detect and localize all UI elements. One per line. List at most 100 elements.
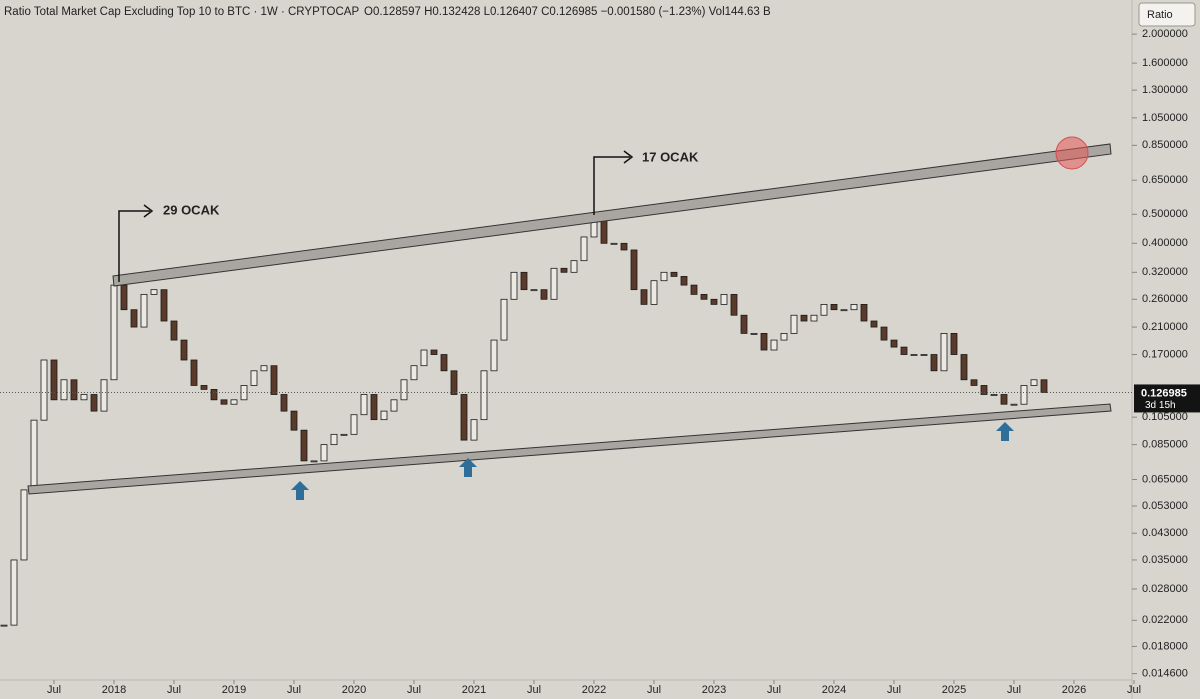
candle (980, 385, 988, 395)
candle (10, 559, 18, 626)
candle (680, 276, 688, 286)
candle (270, 365, 278, 395)
candle (190, 359, 198, 386)
candle (350, 414, 358, 435)
y-tick-label: 0.022000 (1142, 614, 1188, 626)
candle (620, 242, 628, 251)
candle (330, 433, 338, 446)
x-tick-label: Jul (167, 684, 181, 696)
candle (970, 379, 978, 386)
candle (300, 429, 308, 462)
candle (260, 365, 268, 372)
y-tick-label: 0.320000 (1142, 266, 1188, 278)
x-tick-label: 2024 (822, 684, 846, 696)
candle (70, 379, 78, 401)
candle (860, 303, 868, 322)
annotation-arrowhead (143, 204, 154, 218)
upper-channel (112, 143, 1112, 287)
chart-title: Ratio Total Market Cap Excluding Top 10 … (4, 6, 359, 18)
up-arrow (459, 458, 477, 477)
x-tick-label: Jul (647, 684, 661, 696)
y-tick-label: 0.400000 (1142, 237, 1188, 249)
candle (690, 284, 698, 295)
candle (870, 320, 878, 328)
candle (550, 267, 558, 300)
candle (660, 271, 668, 282)
candle (610, 242, 618, 245)
candle (140, 293, 148, 328)
candle (540, 289, 548, 300)
y-tick-label: 1.050000 (1142, 112, 1188, 124)
x-tick-label: 2025 (942, 684, 966, 696)
candle (160, 289, 168, 322)
candle (930, 354, 938, 372)
candle (570, 260, 578, 273)
candle (360, 394, 368, 416)
candle (290, 410, 298, 431)
candle (880, 326, 888, 341)
candle (210, 388, 218, 401)
candle (60, 379, 68, 401)
annotation-bracket (593, 156, 630, 215)
y-tick-label: 0.085000 (1142, 439, 1188, 451)
candle (30, 419, 38, 491)
candle (390, 399, 398, 412)
candle (1020, 385, 1028, 405)
candle (340, 433, 348, 436)
candle (990, 394, 998, 396)
candle (250, 370, 258, 386)
candle (1000, 394, 1008, 405)
y-tick-label: 0.043000 (1142, 527, 1188, 539)
candle (710, 298, 718, 305)
candle (170, 320, 178, 341)
up-arrow (996, 422, 1014, 441)
lower-channel (27, 403, 1112, 495)
candle (890, 339, 898, 348)
annotation: 29 OCAK (163, 202, 220, 217)
candle (560, 267, 568, 273)
candle (1040, 379, 1048, 393)
x-tick-label: 2023 (702, 684, 726, 696)
candle (430, 349, 438, 355)
scale-button-label[interactable]: Ratio (1147, 9, 1173, 21)
candle (770, 339, 778, 351)
candle (750, 333, 758, 335)
candle (80, 394, 88, 401)
scale-button[interactable] (1138, 2, 1196, 27)
candle (720, 293, 728, 305)
candle (830, 303, 838, 311)
y-tick-label: 0.260000 (1142, 293, 1188, 305)
y-tick-label: 2.000000 (1142, 28, 1188, 40)
candle (950, 333, 958, 355)
candle (180, 339, 188, 361)
candle (650, 280, 658, 305)
candle (400, 379, 408, 401)
candle (130, 309, 138, 328)
last-price-box (1134, 384, 1200, 413)
candle (900, 346, 908, 355)
candle (380, 410, 388, 421)
candle (840, 309, 848, 312)
candle (520, 271, 528, 291)
candle (800, 314, 808, 322)
candle (850, 303, 858, 311)
candle (510, 271, 518, 300)
y-tick-label: 0.014600 (1142, 668, 1188, 680)
annotation-arrowhead (623, 150, 634, 164)
candle (440, 354, 448, 372)
y-tick-label: 0.035000 (1142, 554, 1188, 566)
candle (700, 293, 708, 300)
y-tick-label: 0.500000 (1142, 208, 1188, 220)
candle (420, 349, 428, 367)
candle (740, 314, 748, 334)
ohlc-legend: O0.128597 H0.132428 L0.126407 C0.126985 … (364, 6, 771, 18)
x-tick-label: Jul (407, 684, 421, 696)
x-tick-label: 2019 (222, 684, 246, 696)
y-tick-label: 1.600000 (1142, 57, 1188, 69)
x-tick-label: Jul (527, 684, 541, 696)
candle (910, 354, 918, 356)
y-tick-label: 0.105000 (1142, 411, 1188, 423)
candle (600, 219, 608, 244)
